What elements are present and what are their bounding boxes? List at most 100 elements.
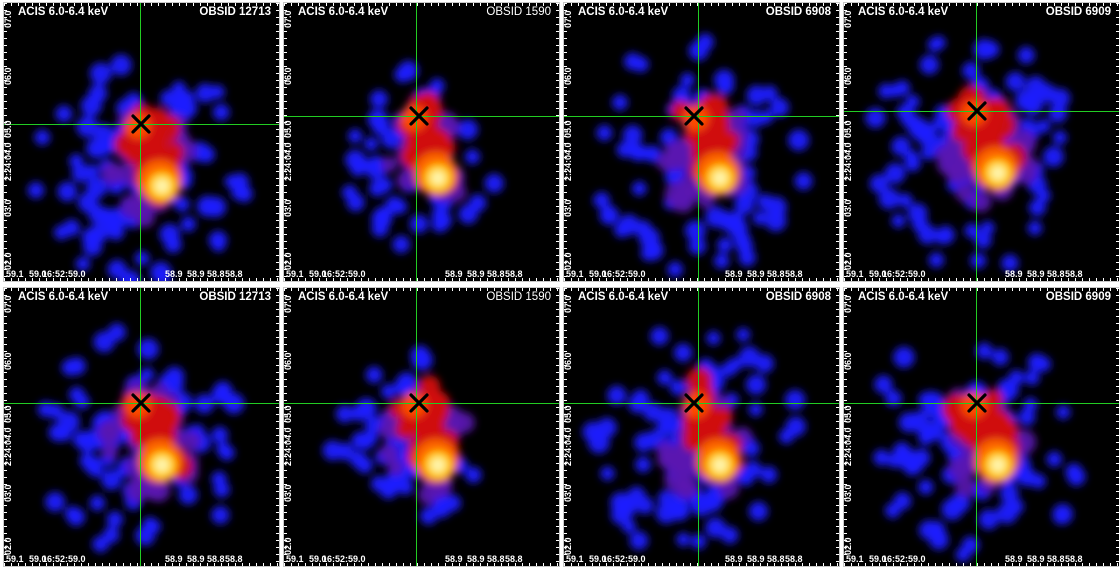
ra-tick-label: 59.0 bbox=[309, 554, 327, 564]
dec-tick-label: 06.0 bbox=[283, 352, 293, 370]
dec-tick-label: 03.0 bbox=[283, 199, 293, 217]
tick-marks-left bbox=[844, 288, 847, 566]
dec-tick-label: 06.0 bbox=[563, 67, 573, 85]
dec-tick-label: 07.0 bbox=[3, 10, 13, 28]
dec-tick-label: 07.0 bbox=[563, 10, 573, 28]
obsid-label: OBSID 6908 bbox=[765, 6, 831, 18]
tick-marks-right bbox=[276, 3, 279, 281]
ra-tick-label: 16:52:59.0 bbox=[602, 554, 646, 564]
ra-tick-label: 59.0 bbox=[29, 554, 47, 564]
energy-band-label: ACIS 6.0-6.4 keV bbox=[578, 291, 669, 303]
ra-tick-label: 59.0 bbox=[589, 554, 607, 564]
ra-tick-label: 59.0 bbox=[869, 554, 887, 564]
ra-tick-label: 58.9 bbox=[467, 269, 485, 279]
dec-tick-label: 05.0 bbox=[563, 120, 573, 138]
dec-tick-label: 07.0 bbox=[283, 295, 293, 313]
dec-tick-label: 2:24:04.0 bbox=[843, 427, 853, 466]
obsid-label: OBSID 1590 bbox=[486, 291, 551, 303]
dec-tick-label: 03.0 bbox=[3, 199, 13, 217]
tick-marks-top bbox=[4, 3, 279, 6]
crosshair-vertical-line bbox=[976, 3, 977, 281]
tick-marks-left bbox=[284, 288, 287, 566]
ra-tick-label: 16:52:59.0 bbox=[322, 554, 366, 564]
ra-tick-label: 58.9 bbox=[165, 269, 183, 279]
ra-tick-label: 16:52:59.0 bbox=[602, 269, 646, 279]
crosshair-vertical-line bbox=[976, 288, 977, 566]
ra-tick-label: 58.8 bbox=[785, 554, 803, 564]
energy-band-label: ACIS 6.0-6.4 keV bbox=[858, 6, 949, 18]
tick-marks-top bbox=[844, 3, 1119, 6]
ra-tick-label: 16:52:59.0 bbox=[322, 269, 366, 279]
ra-tick-label: 58.8 bbox=[225, 554, 243, 564]
ra-tick-label: 59.1 bbox=[286, 554, 304, 564]
ra-tick-label: 58.8 bbox=[767, 269, 785, 279]
ra-tick-label: 58.9 bbox=[1027, 554, 1045, 564]
dec-tick-label: 05.0 bbox=[283, 405, 293, 423]
tick-marks-bot bbox=[844, 278, 1119, 281]
crosshair-vertical-line bbox=[698, 288, 699, 566]
crosshair-horizontal-line bbox=[844, 403, 1119, 404]
source-position-x-marker bbox=[684, 393, 704, 413]
source-position-x-marker bbox=[409, 393, 429, 413]
dec-tick-label: 07.0 bbox=[843, 295, 853, 313]
ra-tick-label: 59.0 bbox=[589, 269, 607, 279]
tick-marks-bot bbox=[284, 563, 559, 566]
xray-image-panel: ACIS 6.0-6.4 keV OBSID 1590 07.0 06.0 05.0 2:… bbox=[283, 2, 560, 282]
crosshair-vertical-line bbox=[140, 288, 141, 566]
dec-tick-label: 03.0 bbox=[843, 199, 853, 217]
dec-axis-labels: 07.0 06.0 05.0 2:24:04.0 03.0 02.0 bbox=[283, 288, 299, 566]
ra-axis-labels: 59.1 59.0 16:52:59.0 58.9 58.9 58.8 58.8 bbox=[284, 552, 559, 564]
ra-tick-label: 59.1 bbox=[846, 269, 864, 279]
ra-tick-label: 58.8 bbox=[1065, 554, 1083, 564]
tick-marks-top bbox=[4, 288, 279, 291]
dec-tick-label: 07.0 bbox=[283, 10, 293, 28]
tick-marks-left bbox=[284, 3, 287, 281]
ra-tick-label: 58.9 bbox=[747, 554, 765, 564]
tick-marks-bot bbox=[564, 278, 839, 281]
crosshair-vertical-line bbox=[140, 3, 141, 281]
tick-marks-left bbox=[844, 3, 847, 281]
ra-tick-label: 58.8 bbox=[487, 269, 505, 279]
tick-marks-right bbox=[1116, 288, 1119, 566]
ra-tick-label: 58.9 bbox=[445, 269, 463, 279]
tick-marks-right bbox=[1116, 3, 1119, 281]
ra-tick-label: 58.9 bbox=[187, 554, 205, 564]
source-position-x-marker bbox=[131, 393, 151, 413]
source-position-x-marker bbox=[967, 393, 987, 413]
dec-axis-labels: 07.0 06.0 05.0 2:24:04.0 03.0 02.0 bbox=[843, 288, 859, 566]
tick-marks-right bbox=[276, 288, 279, 566]
obsid-label: OBSID 12713 bbox=[199, 6, 271, 18]
ra-tick-label: 59.1 bbox=[566, 554, 584, 564]
ra-tick-label: 59.0 bbox=[869, 269, 887, 279]
ra-tick-label: 58.9 bbox=[725, 554, 743, 564]
dec-tick-label: 03.0 bbox=[843, 484, 853, 502]
ra-tick-label: 58.8 bbox=[1065, 269, 1083, 279]
dec-tick-label: 03.0 bbox=[563, 199, 573, 217]
xray-image-panel: ACIS 6.0-6.4 keV OBSID 12713 07.0 06.0 05.0 2… bbox=[3, 2, 280, 282]
tick-marks-right bbox=[836, 3, 839, 281]
crosshair-vertical-line bbox=[416, 3, 417, 281]
tick-marks-top bbox=[564, 3, 839, 6]
ra-tick-label: 58.9 bbox=[1027, 269, 1045, 279]
xray-image-panel: ACIS 6.0-6.4 keV OBSID 6908 07.0 06.0 05.0 2:… bbox=[563, 2, 840, 282]
tick-marks-left bbox=[564, 288, 567, 566]
dec-tick-label: 07.0 bbox=[563, 295, 573, 313]
ra-tick-label: 59.0 bbox=[309, 269, 327, 279]
tick-marks-right bbox=[556, 288, 559, 566]
obsid-label: OBSID 1590 bbox=[486, 6, 551, 18]
dec-tick-label: 05.0 bbox=[283, 120, 293, 138]
ra-tick-label: 58.8 bbox=[225, 269, 243, 279]
ra-axis-labels: 59.1 59.0 16:52:59.0 58.9 58.9 58.8 58.8 bbox=[564, 267, 839, 279]
ra-tick-label: 58.9 bbox=[187, 269, 205, 279]
ra-tick-label: 59.1 bbox=[6, 554, 24, 564]
ra-tick-label: 16:52:59.0 bbox=[882, 554, 926, 564]
ra-tick-label: 58.9 bbox=[747, 269, 765, 279]
obsid-label: OBSID 6909 bbox=[1045, 291, 1111, 303]
ra-tick-label: 58.9 bbox=[467, 554, 485, 564]
dec-tick-label: 06.0 bbox=[563, 352, 573, 370]
tick-marks-bot bbox=[4, 278, 279, 281]
ra-tick-label: 58.8 bbox=[505, 269, 523, 279]
xray-image-panel: ACIS 6.0-6.4 keV OBSID 6909 07.0 06.0 05.0 2:… bbox=[843, 287, 1119, 567]
dec-tick-label: 03.0 bbox=[563, 484, 573, 502]
